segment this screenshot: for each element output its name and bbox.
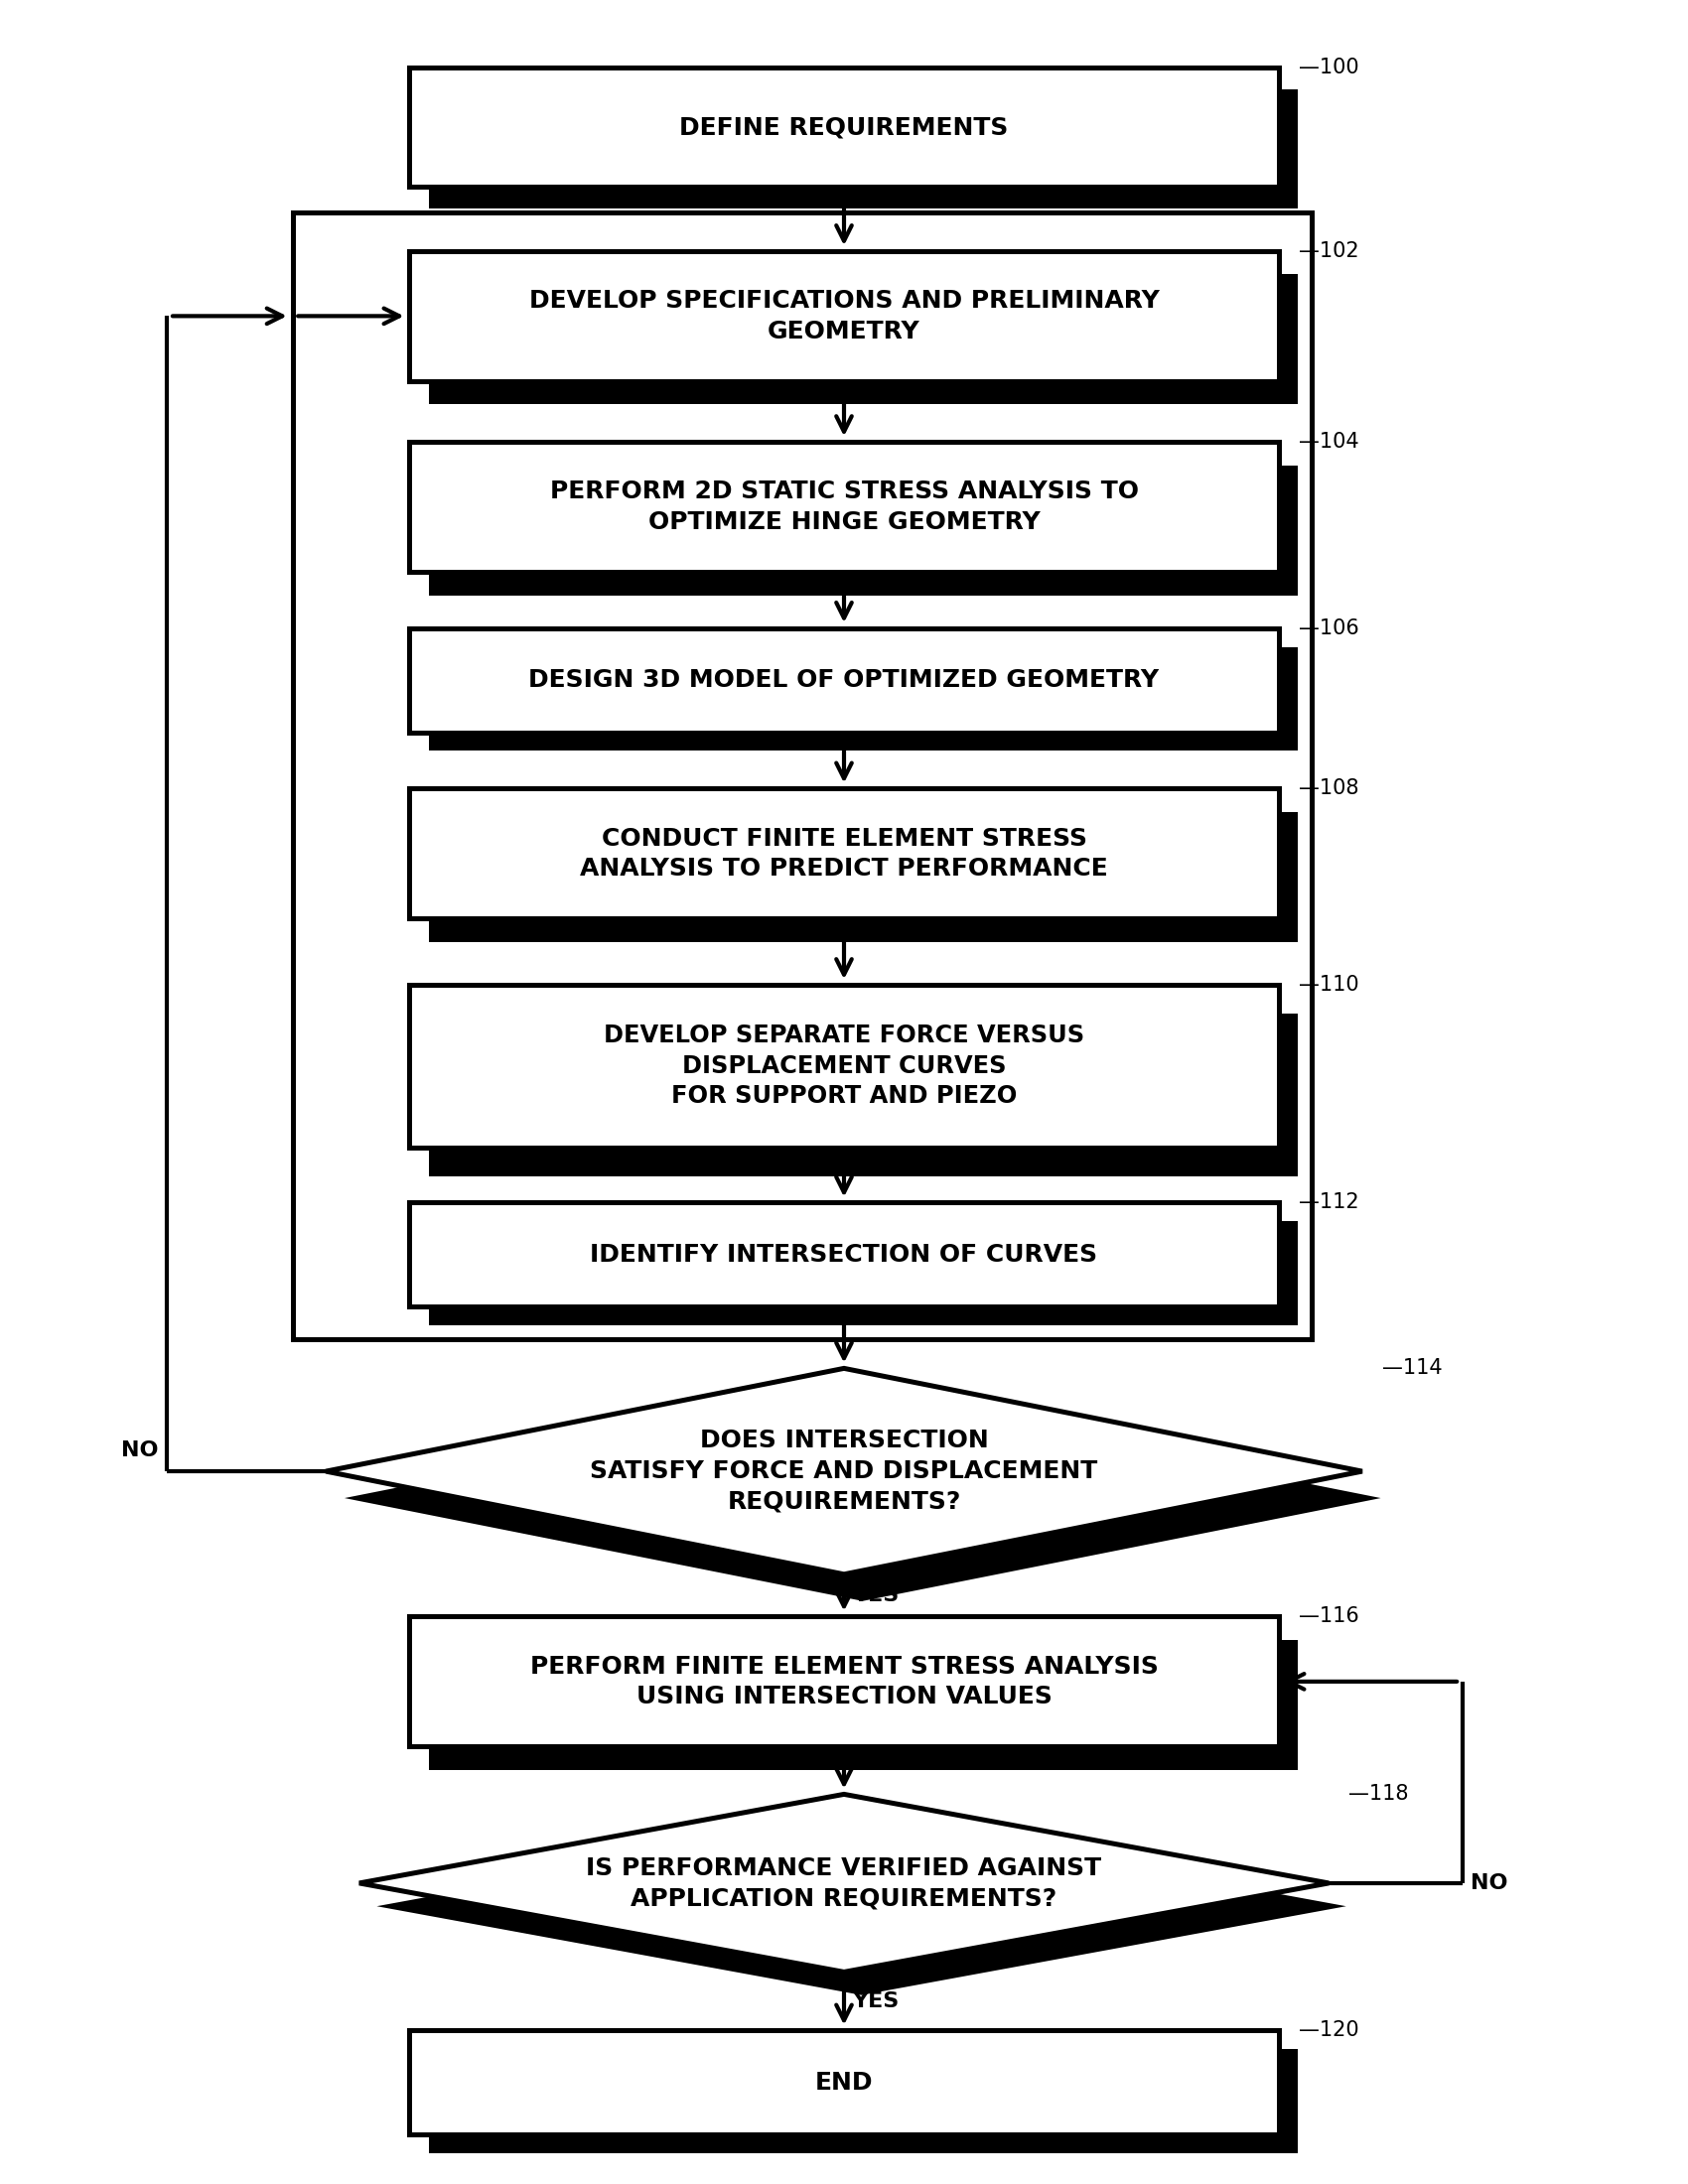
Text: YES: YES	[852, 1992, 900, 2011]
FancyBboxPatch shape	[410, 1203, 1278, 1306]
Text: DESIGN 3D MODEL OF OPTIMIZED GEOMETRY: DESIGN 3D MODEL OF OPTIMIZED GEOMETRY	[528, 668, 1160, 692]
Text: —116: —116	[1298, 1607, 1359, 1627]
FancyBboxPatch shape	[410, 788, 1278, 919]
Text: DEVELOP SPECIFICATIONS AND PRELIMINARY
GEOMETRY: DEVELOP SPECIFICATIONS AND PRELIMINARY G…	[528, 288, 1160, 343]
Text: NO: NO	[1470, 1874, 1507, 1894]
FancyBboxPatch shape	[429, 275, 1298, 404]
Text: —100: —100	[1298, 59, 1359, 79]
Polygon shape	[376, 1817, 1345, 1996]
Text: —106: —106	[1298, 618, 1359, 638]
FancyBboxPatch shape	[410, 251, 1278, 380]
Text: —114: —114	[1382, 1358, 1443, 1378]
Text: PERFORM 2D STATIC STRESS ANALYSIS TO
OPTIMIZE HINGE GEOMETRY: PERFORM 2D STATIC STRESS ANALYSIS TO OPT…	[550, 480, 1138, 533]
Text: CONDUCT FINITE ELEMENT STRESS
ANALYSIS TO PREDICT PERFORMANCE: CONDUCT FINITE ELEMENT STRESS ANALYSIS T…	[581, 826, 1107, 880]
FancyBboxPatch shape	[429, 465, 1298, 596]
Text: IS PERFORMANCE VERIFIED AGAINST
APPLICATION REQUIREMENTS?: IS PERFORMANCE VERIFIED AGAINST APPLICAT…	[586, 1856, 1102, 1911]
Text: —102: —102	[1298, 240, 1359, 260]
Text: DOES INTERSECTION
SATISFY FORCE AND DISPLACEMENT
REQUIREMENTS?: DOES INTERSECTION SATISFY FORCE AND DISP…	[591, 1428, 1097, 1514]
FancyBboxPatch shape	[429, 1013, 1298, 1177]
Polygon shape	[360, 1795, 1328, 1972]
FancyBboxPatch shape	[410, 441, 1278, 572]
FancyBboxPatch shape	[429, 812, 1298, 941]
Text: DEFINE REQUIREMENTS: DEFINE REQUIREMENTS	[680, 116, 1008, 140]
Text: END: END	[815, 2070, 873, 2094]
Text: —112: —112	[1298, 1192, 1359, 1212]
Text: DEVELOP SEPARATE FORCE VERSUS
DISPLACEMENT CURVES
FOR SUPPORT AND PIEZO: DEVELOP SEPARATE FORCE VERSUS DISPLACEME…	[604, 1024, 1084, 1107]
FancyBboxPatch shape	[410, 985, 1278, 1147]
FancyBboxPatch shape	[410, 629, 1278, 732]
Text: NO: NO	[122, 1441, 159, 1461]
FancyBboxPatch shape	[410, 1616, 1278, 1747]
Text: IDENTIFY INTERSECTION OF CURVES: IDENTIFY INTERSECTION OF CURVES	[591, 1243, 1097, 1267]
FancyBboxPatch shape	[429, 1221, 1298, 1326]
Polygon shape	[326, 1369, 1362, 1575]
FancyBboxPatch shape	[429, 2049, 1298, 2153]
FancyBboxPatch shape	[410, 2031, 1278, 2134]
FancyBboxPatch shape	[429, 90, 1298, 207]
Polygon shape	[344, 1396, 1381, 1601]
FancyBboxPatch shape	[429, 646, 1298, 751]
FancyBboxPatch shape	[410, 68, 1278, 188]
Text: —104: —104	[1298, 432, 1359, 452]
FancyBboxPatch shape	[429, 1640, 1298, 1769]
Text: —120: —120	[1298, 2020, 1359, 2040]
Text: PERFORM FINITE ELEMENT STRESS ANALYSIS
USING INTERSECTION VALUES: PERFORM FINITE ELEMENT STRESS ANALYSIS U…	[530, 1655, 1158, 1708]
Text: YES: YES	[852, 1586, 900, 1605]
Text: —110: —110	[1298, 974, 1359, 994]
Text: —118: —118	[1349, 1784, 1409, 1804]
Text: —108: —108	[1298, 780, 1359, 799]
